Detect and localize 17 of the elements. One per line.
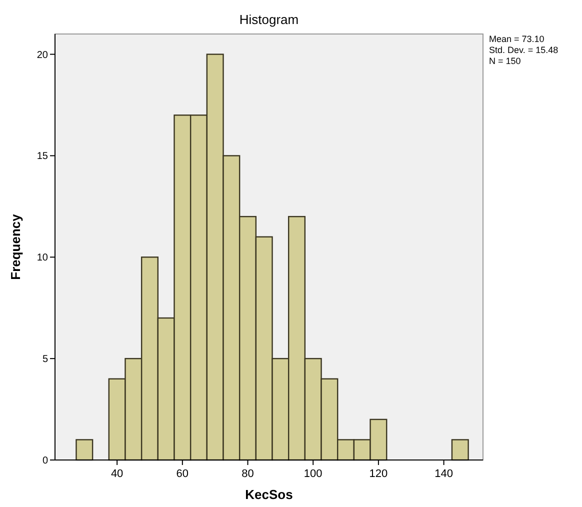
text: N = 150 [489, 56, 521, 66]
x-tick-label: 40 [110, 468, 124, 480]
y-tick-label: 15 [36, 151, 48, 162]
x-tick-label: 60 [176, 468, 189, 480]
text: Std. Dev. = 15.48 [489, 45, 558, 55]
y-tick-label: 10 [36, 252, 48, 264]
x-tick-label: 80 [242, 468, 254, 480]
x-tick-label: 120 [369, 468, 388, 480]
y-tick-label: 5 [42, 354, 48, 366]
x-tick-label: 140 [434, 468, 453, 480]
x-tick-label: 100 [304, 468, 322, 480]
chart-title: Histogram [239, 12, 299, 27]
text: Mean = 73.10 [489, 34, 544, 44]
y-axis-title: Frequency [8, 213, 23, 280]
y-tick-label: 0 [42, 456, 48, 466]
y-tick-label: 20 [36, 50, 48, 61]
x-axis-title: KecSos [245, 487, 293, 502]
